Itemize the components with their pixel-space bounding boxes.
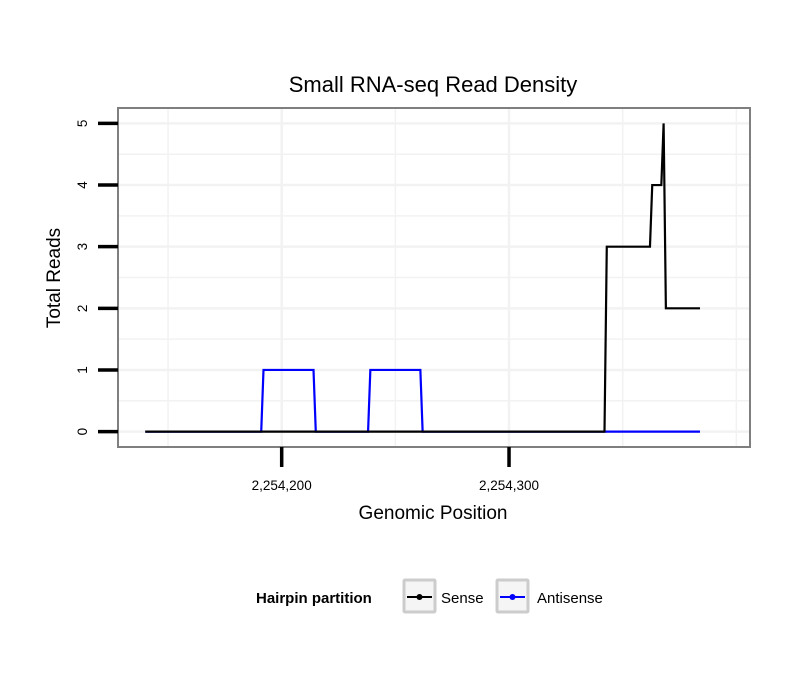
x-tick-label: 2,254,200 — [252, 478, 312, 493]
y-tick-label: 1 — [75, 366, 90, 374]
x-axis: 2,254,200 2,254,300 — [252, 447, 539, 493]
plot-panel — [117, 107, 751, 448]
series-layer — [145, 123, 700, 433]
legend-item-antisense[interactable]: Antisense — [495, 578, 603, 614]
legend-item-sense[interactable]: Sense — [402, 578, 484, 614]
y-axis: 0 1 2 3 4 5 — [75, 120, 118, 436]
y-tick-label: 5 — [75, 120, 90, 128]
x-axis-title: Genomic Position — [359, 503, 508, 524]
legend-label-sense: Sense — [441, 590, 484, 607]
y-tick-label: 2 — [75, 305, 90, 313]
legend: Hairpin partition Sense Antisense — [256, 578, 603, 614]
y-tick-label: 3 — [75, 243, 90, 251]
y-tick-label: 4 — [75, 181, 90, 189]
legend-key-antisense-dot — [509, 594, 516, 600]
y-tick-label: 0 — [75, 428, 90, 436]
y-axis-title: Total Reads — [44, 228, 65, 328]
x-tick-label: 2,254,300 — [479, 478, 539, 493]
legend-title: Hairpin partition — [256, 590, 372, 607]
legend-key-sense-dot — [416, 594, 423, 600]
legend-label-antisense: Antisense — [537, 590, 603, 607]
series-line-sense — [145, 123, 700, 433]
chart-title: Small RNA-seq Read Density — [289, 72, 578, 97]
grid — [118, 108, 750, 447]
